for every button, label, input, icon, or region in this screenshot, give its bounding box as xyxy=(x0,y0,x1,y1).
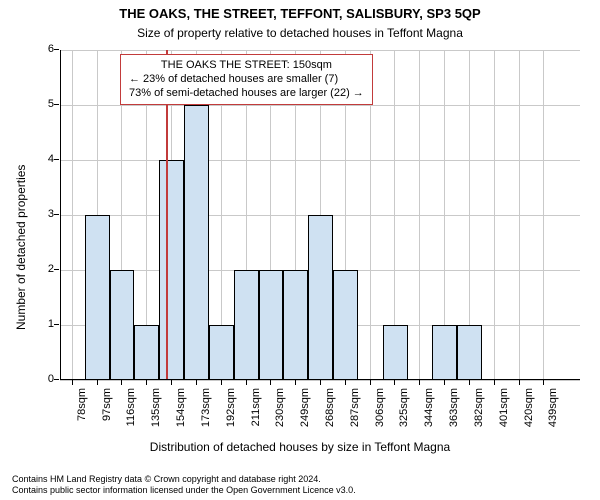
x-tick-mark xyxy=(320,380,321,385)
x-tick-label: 173sqm xyxy=(200,388,212,436)
bar xyxy=(234,270,259,380)
footer-line: Contains HM Land Registry data © Crown c… xyxy=(12,474,356,485)
bar xyxy=(457,325,482,380)
bar xyxy=(259,270,284,380)
x-tick-label: 230sqm xyxy=(274,388,286,436)
y-tick-label: 5 xyxy=(32,98,54,110)
y-tick-label: 1 xyxy=(32,318,54,330)
x-tick-mark xyxy=(270,380,271,385)
x-tick-label: 363sqm xyxy=(448,388,460,436)
x-tick-mark xyxy=(121,380,122,385)
bar xyxy=(432,325,457,380)
annotation-line: THE OAKS THE STREET: 150sqm xyxy=(129,59,364,73)
bar xyxy=(383,325,408,380)
x-tick-label: 287sqm xyxy=(349,388,361,436)
x-tick-mark xyxy=(394,380,395,385)
x-tick-mark xyxy=(72,380,73,385)
y-tick-label: 3 xyxy=(32,208,54,220)
y-axis-line xyxy=(60,50,61,380)
x-tick-mark xyxy=(419,380,420,385)
x-axis-label: Distribution of detached houses by size … xyxy=(0,440,600,454)
chart-title-line2: Size of property relative to detached ho… xyxy=(0,26,600,40)
bar xyxy=(333,270,358,380)
x-tick-mark xyxy=(494,380,495,385)
chart-container: THE OAKS, THE STREET, TEFFONT, SALISBURY… xyxy=(0,0,600,500)
x-tick-label: 116sqm xyxy=(125,388,137,436)
bar xyxy=(159,160,184,380)
bar xyxy=(134,325,159,380)
bar xyxy=(209,325,234,380)
x-tick-label: 211sqm xyxy=(250,388,262,436)
y-tick-label: 2 xyxy=(32,263,54,275)
x-tick-label: 192sqm xyxy=(225,388,237,436)
x-tick-mark xyxy=(171,380,172,385)
footer-line: Contains public sector information licen… xyxy=(12,485,356,496)
x-tick-label: 249sqm xyxy=(299,388,311,436)
annotation-box: THE OAKS THE STREET: 150sqm← 23% of deta… xyxy=(120,54,373,105)
x-tick-mark xyxy=(370,380,371,385)
x-tick-label: 306sqm xyxy=(374,388,386,436)
annotation-line: 73% of semi-detached houses are larger (… xyxy=(129,87,364,101)
bar xyxy=(110,270,135,380)
y-tick-label: 4 xyxy=(32,153,54,165)
x-tick-label: 135sqm xyxy=(150,388,162,436)
x-tick-mark xyxy=(97,380,98,385)
x-tick-label: 154sqm xyxy=(175,388,187,436)
x-tick-label: 97sqm xyxy=(101,388,113,436)
x-tick-mark xyxy=(295,380,296,385)
bar xyxy=(85,215,110,380)
bar xyxy=(283,270,308,380)
x-tick-label: 401sqm xyxy=(498,388,510,436)
x-tick-label: 382sqm xyxy=(473,388,485,436)
x-tick-label: 344sqm xyxy=(423,388,435,436)
x-tick-mark xyxy=(519,380,520,385)
y-tick-label: 0 xyxy=(32,373,54,385)
x-tick-mark xyxy=(246,380,247,385)
bar xyxy=(184,105,209,380)
annotation-line: ← 23% of detached houses are smaller (7) xyxy=(129,73,364,87)
x-tick-mark xyxy=(469,380,470,385)
x-tick-mark xyxy=(146,380,147,385)
x-tick-mark xyxy=(444,380,445,385)
x-tick-mark xyxy=(196,380,197,385)
footer-text: Contains HM Land Registry data © Crown c… xyxy=(12,474,356,497)
bar xyxy=(308,215,333,380)
y-tick-label: 6 xyxy=(32,43,54,55)
y-axis-label: Number of detached properties xyxy=(14,165,28,330)
x-tick-mark xyxy=(543,380,544,385)
x-tick-label: 268sqm xyxy=(324,388,336,436)
x-tick-mark xyxy=(345,380,346,385)
x-tick-label: 439sqm xyxy=(547,388,559,436)
x-tick-label: 78sqm xyxy=(76,388,88,436)
x-tick-mark xyxy=(221,380,222,385)
x-tick-label: 325sqm xyxy=(398,388,410,436)
chart-title-line1: THE OAKS, THE STREET, TEFFONT, SALISBURY… xyxy=(0,6,600,21)
x-tick-label: 420sqm xyxy=(523,388,535,436)
